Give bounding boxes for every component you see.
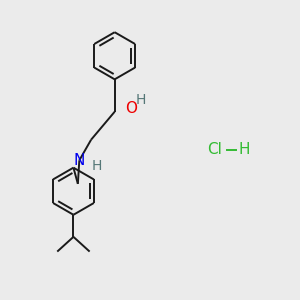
Text: H: H — [238, 142, 250, 158]
Text: N: N — [74, 153, 85, 168]
Text: H: H — [92, 159, 102, 173]
Text: H: H — [135, 93, 146, 107]
Text: O: O — [125, 101, 137, 116]
Text: Cl: Cl — [207, 142, 222, 158]
